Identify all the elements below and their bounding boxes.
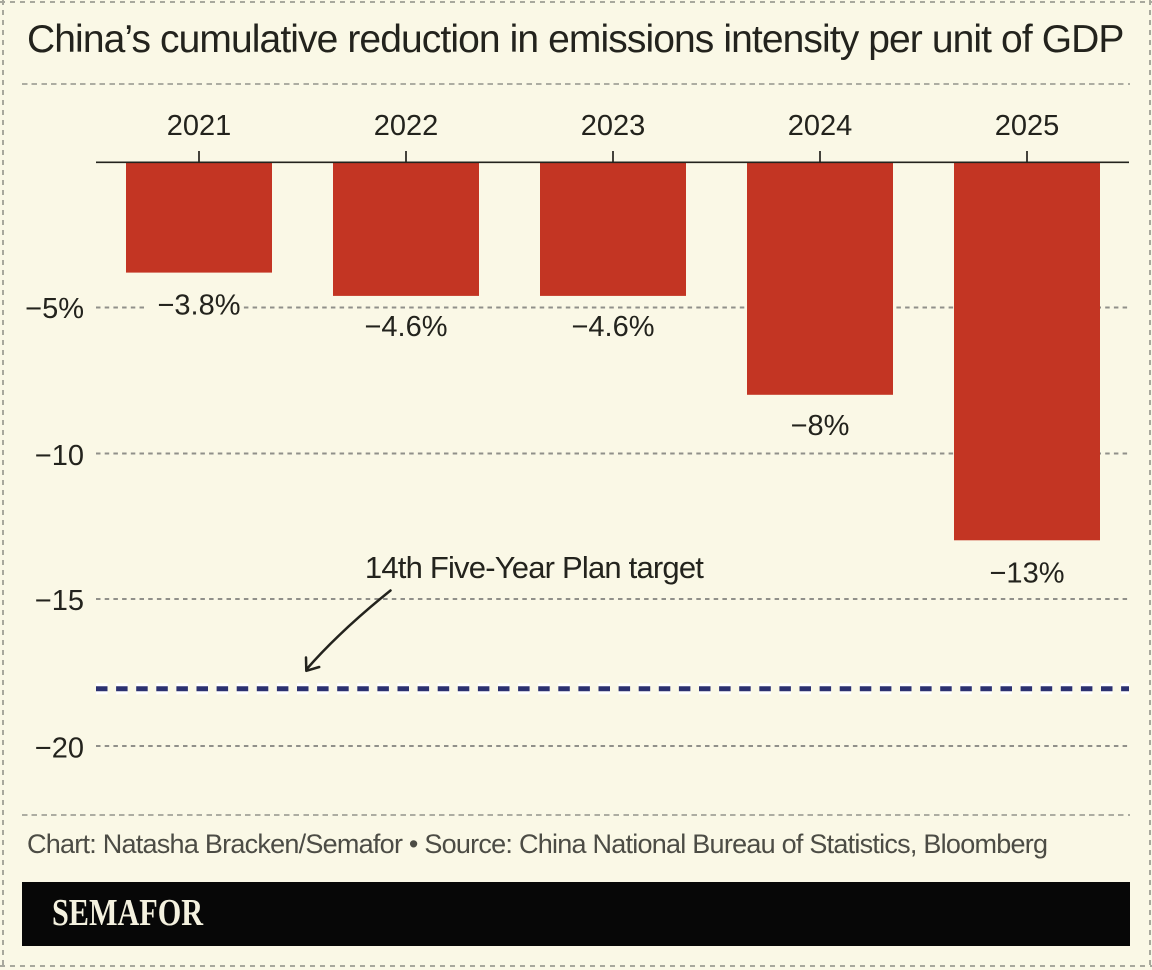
svg-text:−4.6%: −4.6% xyxy=(571,311,654,343)
svg-text:2021: 2021 xyxy=(167,110,232,142)
svg-text:−13%: −13% xyxy=(990,558,1065,590)
svg-text:−3.8%: −3.8% xyxy=(157,290,240,322)
svg-text:−10: −10 xyxy=(35,440,84,472)
svg-text:2022: 2022 xyxy=(374,110,439,142)
svg-text:2024: 2024 xyxy=(788,110,853,142)
svg-text:−5%: −5% xyxy=(25,293,84,325)
svg-text:−15: −15 xyxy=(35,585,84,617)
svg-text:14th Five-Year Plan target: 14th Five-Year Plan target xyxy=(365,550,704,585)
svg-text:2025: 2025 xyxy=(995,110,1060,142)
svg-text:2023: 2023 xyxy=(581,110,646,142)
svg-text:−4.6%: −4.6% xyxy=(364,311,447,343)
svg-text:−8%: −8% xyxy=(791,410,850,442)
svg-text:−20: −20 xyxy=(35,733,84,765)
